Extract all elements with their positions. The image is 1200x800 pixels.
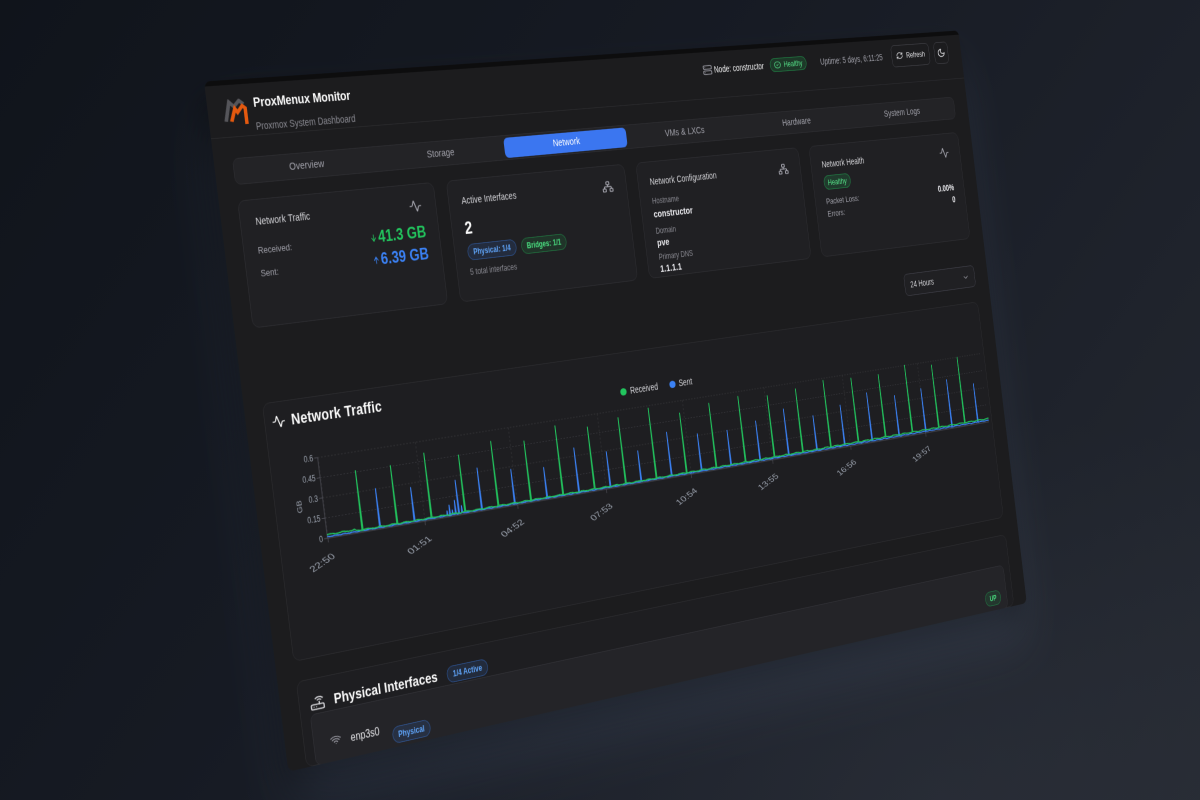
svg-text:22:50: 22:50 bbox=[307, 552, 338, 574]
svg-text:04:52: 04:52 bbox=[499, 518, 527, 539]
svg-text:0.6: 0.6 bbox=[303, 454, 314, 465]
svg-text:13:55: 13:55 bbox=[756, 472, 781, 492]
svg-text:0.45: 0.45 bbox=[302, 474, 317, 486]
svg-text:19:57: 19:57 bbox=[911, 445, 934, 464]
svg-text:16:56: 16:56 bbox=[835, 458, 859, 477]
svg-text:01:51: 01:51 bbox=[405, 534, 434, 556]
svg-text:07:53: 07:53 bbox=[588, 502, 615, 523]
svg-text:GB: GB bbox=[294, 499, 304, 514]
svg-text:0.3: 0.3 bbox=[308, 494, 319, 505]
svg-text:0: 0 bbox=[319, 534, 324, 544]
svg-text:10:54: 10:54 bbox=[674, 487, 700, 507]
svg-text:0.15: 0.15 bbox=[307, 514, 322, 526]
